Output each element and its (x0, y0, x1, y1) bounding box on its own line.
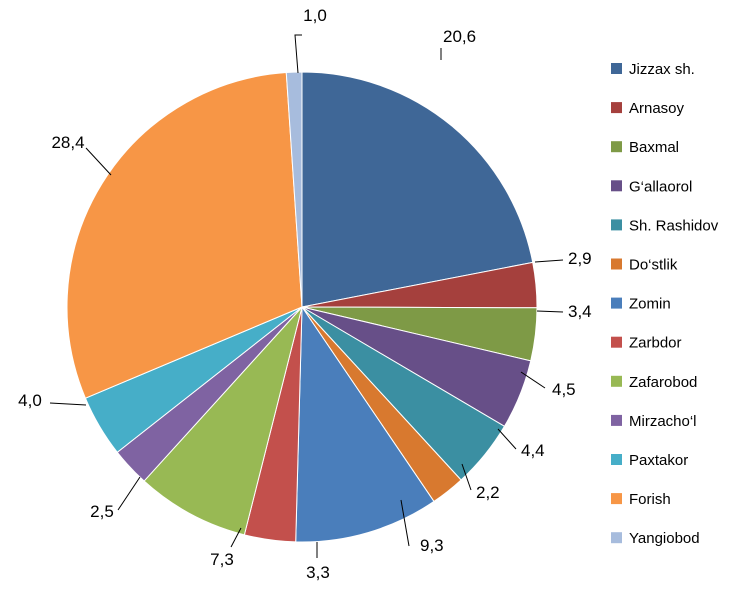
legend: Jizzax sh. Arnasoy Baxmal G‘allaorol Sh. Ras… (611, 61, 719, 547)
legend-label-3: Baxmal (629, 139, 679, 156)
leader-line-10 (117, 476, 141, 511)
legend-label-4: G‘allaorol (629, 178, 692, 195)
leader-lines (49, 34, 564, 558)
data-label-5: 4,4 (521, 441, 545, 460)
legend-swatch-7 (611, 297, 622, 309)
legend-swatch-12 (611, 493, 622, 505)
leader-line-5 (497, 428, 517, 450)
data-labels: 20,6 2,9 3,4 4,5 4,4 2,2 9,3 3,3 7,3 2,5 4,0 28,4 1,… (18, 6, 591, 582)
data-label-1: 20,6 (443, 27, 476, 46)
data-label-4: 4,5 (552, 380, 576, 399)
pie-slice-7 (295, 305, 435, 543)
legend-label-9: Zafarobod (629, 374, 697, 391)
pie-slice-13 (285, 71, 303, 308)
pie-slice-12 (66, 71, 303, 399)
leader-line-11 (49, 402, 87, 406)
legend-swatch-9 (611, 375, 622, 387)
leader-line-12 (85, 147, 112, 176)
pie-slices (66, 71, 538, 543)
legend-swatch-3 (611, 141, 622, 153)
legend-label-1: Jizzax sh. (629, 61, 695, 78)
data-label-13: 1,0 (303, 6, 327, 25)
data-label-10: 2,5 (90, 502, 114, 521)
legend-label-11: Paxtakor (629, 452, 688, 469)
legend-label-2: Arnasoy (629, 100, 685, 117)
leader-line-13 (294, 34, 302, 74)
legend-swatch-4 (611, 180, 622, 192)
data-label-9: 7,3 (210, 550, 234, 569)
leader-line-7 (400, 499, 410, 547)
data-label-3: 3,4 (568, 302, 592, 321)
legend-label-12: Forish (629, 491, 671, 508)
pie-slice-1 (301, 71, 534, 308)
leader-line-3 (536, 310, 564, 313)
legend-label-8: Zarbdor (629, 335, 682, 352)
legend-swatch-10 (611, 414, 622, 426)
data-label-2: 2,9 (568, 249, 592, 268)
data-label-11: 4,0 (18, 391, 42, 410)
legend-label-5: Sh. Rashidov (629, 217, 719, 234)
leader-line-9 (230, 527, 242, 548)
leader-line-2 (534, 259, 564, 263)
legend-swatch-11 (611, 454, 622, 465)
data-label-6: 2,2 (476, 483, 500, 502)
legend-swatch-8 (611, 336, 622, 348)
data-label-12: 28,4 (51, 133, 84, 152)
data-label-8: 3,3 (306, 563, 330, 582)
legend-swatch-5 (611, 219, 622, 231)
data-label-7: 9,3 (420, 536, 444, 555)
legend-swatch-6 (611, 258, 622, 270)
legend-swatch-1 (611, 63, 622, 74)
legend-swatch-2 (611, 102, 622, 114)
leader-line-4 (520, 371, 546, 389)
pie-slice-9 (143, 306, 303, 536)
legend-label-10: Mirzacho‘l (629, 413, 697, 430)
legend-swatch-13 (611, 532, 622, 544)
leader-line-6 (461, 463, 472, 491)
legend-label-6: Do‘stlik (629, 257, 678, 274)
legend-label-7: Zomin (629, 296, 671, 313)
legend-label-13: Yangiobod (629, 530, 700, 547)
